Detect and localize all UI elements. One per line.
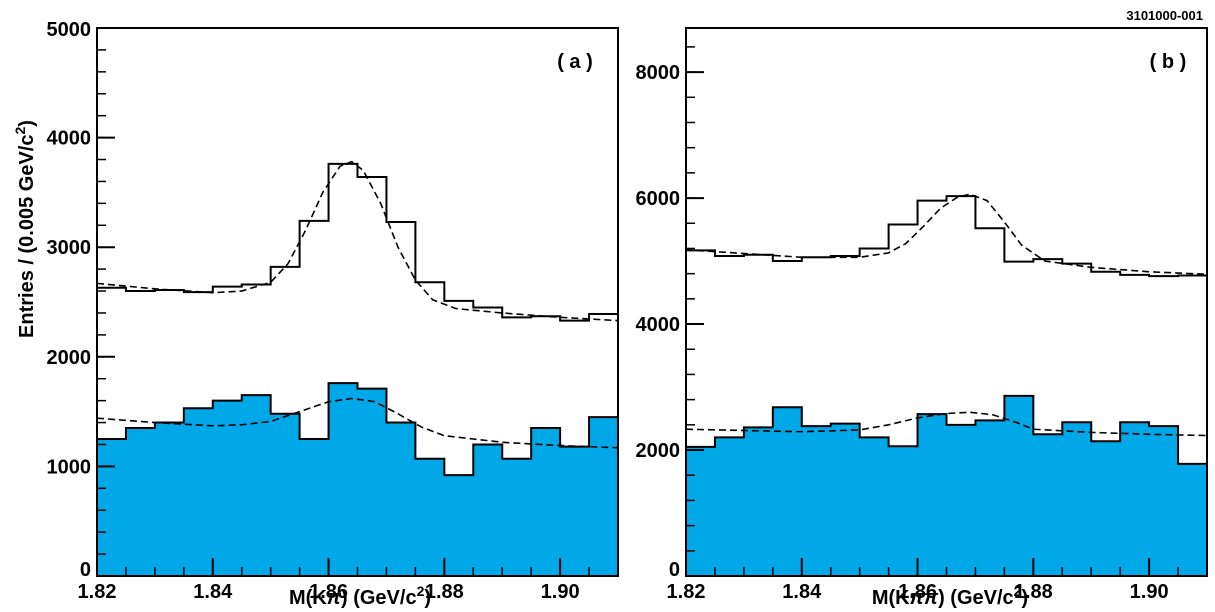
panel-a-filled-bin bbox=[415, 458, 445, 576]
panel-a-filled-bin bbox=[328, 383, 359, 576]
panel-b-filled-bin bbox=[1120, 422, 1150, 576]
panel-a-x-tick-label: 1.86 bbox=[309, 581, 348, 603]
panel-b-filled-bin bbox=[830, 423, 861, 576]
panel-b: 1.82 1.84 1.86 1.88 1.90 0 2000 4000 6000 8000 ( … bbox=[636, 27, 1208, 609]
panel-a-fit-curve bbox=[96, 397, 619, 449]
panel-b-filled-bin bbox=[743, 427, 774, 576]
panel-b-filled-bin bbox=[1033, 434, 1063, 576]
panel-a-filled-bin bbox=[473, 444, 503, 576]
panel-b-filled-bin bbox=[1178, 463, 1208, 576]
panel-b-filled-bin bbox=[859, 437, 890, 576]
panel-b-x-tick-label: 1.82 bbox=[667, 581, 706, 603]
panel-a-filled-bin bbox=[502, 458, 532, 576]
panel-b-filled-bin bbox=[917, 414, 948, 576]
panel-b-filled-bin bbox=[946, 424, 977, 576]
panel-a-y-tick-label: 1000 bbox=[47, 456, 92, 478]
panel-b-filled-bin bbox=[714, 437, 745, 576]
panel-a-filled-bin bbox=[560, 446, 590, 576]
panel-a: 1.82 1.84 1.86 1.88 1.90 0 1000 2000 3000 4000 500… bbox=[12, 19, 619, 609]
panel-b-frame bbox=[685, 27, 1208, 577]
panel-b-filled-bin bbox=[1149, 426, 1179, 576]
panel-a-filled-bin bbox=[125, 428, 156, 576]
panel-a-filled-bin bbox=[270, 413, 301, 576]
panel-a-y-tick-label: 2000 bbox=[47, 347, 92, 369]
panel-a-filled-bin bbox=[212, 400, 243, 576]
panel-b-x-tick-label: 1.88 bbox=[1014, 581, 1053, 603]
panel-b-x-tick-label: 1.90 bbox=[1130, 581, 1169, 603]
panel-b-filled-bin bbox=[975, 420, 1005, 576]
panel-b-marks: 1.82 1.84 1.86 1.88 1.90 0 2000 4000 6000 8000 bbox=[636, 46, 1208, 603]
panel-b-step-histogram-line bbox=[686, 195, 1207, 278]
panel-a-x-tick-label: 1.84 bbox=[193, 581, 233, 603]
panel-b-y-tick-label: 2000 bbox=[636, 440, 681, 462]
panel-b-filled-bin bbox=[686, 446, 716, 576]
panel-a-filled-histogram-line bbox=[97, 382, 618, 477]
panel-a-y-tick-label: 3000 bbox=[47, 237, 92, 259]
panel-a-y-tick-label: 0 bbox=[80, 559, 91, 581]
panel-a-filled-bin bbox=[531, 428, 561, 576]
panel-b-y-tick-label: 8000 bbox=[636, 62, 681, 84]
panel-a-step-histogram-line bbox=[97, 162, 618, 322]
panel-a-filled-bin bbox=[183, 408, 214, 576]
panel-b-filled-histogram-line bbox=[686, 394, 1207, 465]
panel-a-filled-bin bbox=[589, 417, 619, 576]
panel-a-filled-bin bbox=[386, 422, 416, 576]
panel-b-filled-bin bbox=[1091, 441, 1121, 576]
figure-id: 3101000-001 bbox=[1126, 8, 1203, 23]
panel-a-filled-bin bbox=[241, 395, 272, 576]
panel-b-filled-bin bbox=[772, 407, 803, 576]
panel-a-label: ( a ) bbox=[557, 51, 593, 73]
panel-a-filled-bin bbox=[97, 439, 127, 576]
panel-b-x-tick-label: 1.86 bbox=[898, 581, 937, 603]
panel-a-y-tick-label: 4000 bbox=[47, 128, 92, 150]
panel-b-filled-bin bbox=[1062, 422, 1092, 576]
panel-a-x-tick-label: 1.82 bbox=[78, 581, 117, 603]
panel-b-fit-curve bbox=[685, 411, 1208, 437]
panel-a-x-tick-label: 1.90 bbox=[541, 581, 580, 603]
panel-b-y-tick-label: 6000 bbox=[636, 188, 681, 210]
panel-a-y-tick-label: 5000 bbox=[47, 19, 92, 41]
panel-b-x-tick-label: 1.84 bbox=[782, 581, 822, 603]
panel-b-filled-bin bbox=[1004, 395, 1034, 576]
panel-a-filled-bin bbox=[154, 422, 185, 576]
panel-b-filled-bin bbox=[801, 426, 832, 576]
panel-a-filled-bin bbox=[444, 475, 474, 576]
panel-a-marks: 1.82 1.84 1.86 1.88 1.90 0 1000 2000 3000 4000 500… bbox=[47, 19, 619, 603]
panel-a-y-axis-title: Entries / (0.005 GeV/c2) bbox=[12, 120, 38, 338]
panel-a-fit-curve bbox=[96, 160, 619, 322]
panel-a-frame bbox=[96, 27, 619, 577]
panel-b-y-tick-label: 4000 bbox=[636, 314, 681, 336]
panel-a-filled-bin bbox=[357, 388, 388, 576]
panel-b-fit-curve bbox=[685, 193, 1208, 276]
panel-a-x-tick-label: 1.88 bbox=[425, 581, 464, 603]
panel-b-filled-bin bbox=[888, 446, 919, 576]
panel-a-filled-bin bbox=[299, 439, 330, 576]
panel-b-label: ( b ) bbox=[1150, 51, 1187, 73]
panel-a-x-axis-title: M(Kπ) (GeV/c2) bbox=[289, 583, 431, 609]
panel-b-y-tick-label: 0 bbox=[669, 559, 680, 581]
panel-b-x-axis-title: M(Kππ) (GeV/c2) bbox=[872, 583, 1028, 609]
